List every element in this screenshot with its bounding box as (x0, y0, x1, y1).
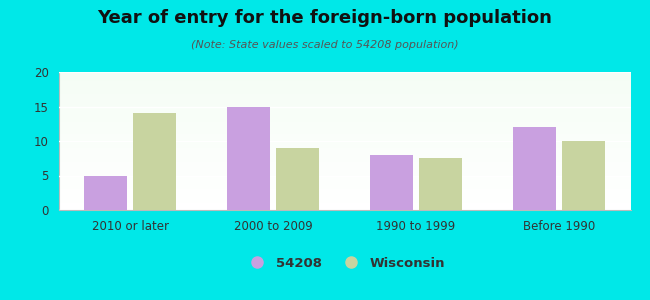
Bar (58, 194, 630, 196)
Bar (58, 165, 630, 167)
Bar (276, 148, 318, 210)
Bar (58, 134, 630, 136)
Bar (58, 162, 630, 164)
Bar (58, 160, 630, 162)
Bar (58, 117, 630, 118)
Bar (58, 118, 630, 120)
Bar (58, 88, 630, 89)
Bar (58, 127, 630, 129)
Bar (58, 91, 630, 93)
Bar (58, 198, 630, 200)
Bar (58, 81, 630, 82)
Bar (58, 155, 630, 157)
Legend: 54208, Wisconsin: 54208, Wisconsin (239, 252, 450, 275)
Bar (58, 139, 630, 141)
Bar (58, 151, 630, 153)
Bar (58, 181, 630, 182)
Bar (58, 101, 630, 103)
Bar (58, 167, 630, 169)
Text: (Note: State values scaled to 54208 population): (Note: State values scaled to 54208 popu… (191, 40, 459, 50)
Bar (58, 186, 630, 188)
Bar (58, 188, 630, 189)
Bar (58, 205, 630, 206)
Bar (58, 141, 630, 143)
Bar (58, 189, 630, 191)
Bar (58, 96, 630, 98)
Bar (58, 115, 630, 117)
Bar (58, 157, 630, 158)
Bar (58, 86, 630, 88)
Bar (84, 176, 127, 210)
Bar (58, 206, 630, 208)
Bar (58, 132, 630, 134)
Bar (227, 106, 270, 210)
Bar (514, 127, 556, 210)
Bar (58, 136, 630, 137)
Bar (58, 208, 630, 210)
Bar (58, 131, 630, 132)
Bar (58, 182, 630, 184)
Bar (58, 72, 630, 74)
Bar (58, 125, 630, 127)
Bar (58, 137, 630, 139)
Bar (58, 124, 630, 125)
Bar (370, 155, 413, 210)
Bar (58, 164, 630, 165)
Bar (58, 103, 630, 105)
Bar (58, 106, 630, 108)
Bar (58, 170, 630, 172)
Bar (58, 177, 630, 179)
Bar (58, 191, 630, 193)
Bar (58, 84, 630, 86)
Bar (58, 112, 630, 113)
Bar (58, 153, 630, 155)
Bar (58, 158, 630, 160)
Bar (58, 172, 630, 174)
Bar (58, 176, 630, 177)
Bar (58, 143, 630, 144)
Bar (58, 148, 630, 150)
Bar (58, 193, 630, 194)
Bar (419, 158, 462, 210)
Bar (58, 129, 630, 130)
Bar (58, 179, 630, 181)
Bar (58, 93, 630, 94)
Bar (58, 203, 630, 205)
Bar (58, 200, 630, 201)
Bar (58, 75, 630, 77)
Bar (58, 196, 630, 198)
Bar (58, 184, 630, 186)
Bar (58, 113, 630, 115)
Bar (562, 141, 605, 210)
Bar (58, 120, 630, 122)
Bar (58, 89, 630, 91)
Bar (58, 169, 630, 170)
Bar (58, 98, 630, 100)
Bar (58, 145, 630, 146)
Bar (58, 74, 630, 75)
Bar (58, 122, 630, 124)
Bar (133, 113, 176, 210)
Bar (58, 77, 630, 79)
Bar (58, 110, 630, 112)
Bar (58, 100, 630, 101)
Bar (58, 174, 630, 176)
Text: Year of entry for the foreign-born population: Year of entry for the foreign-born popul… (98, 9, 552, 27)
Bar (58, 201, 630, 203)
Bar (58, 146, 630, 148)
Bar (58, 94, 630, 96)
Bar (58, 150, 630, 151)
Bar (58, 105, 630, 106)
Bar (58, 82, 630, 84)
Bar (58, 108, 630, 110)
Bar (58, 79, 630, 81)
